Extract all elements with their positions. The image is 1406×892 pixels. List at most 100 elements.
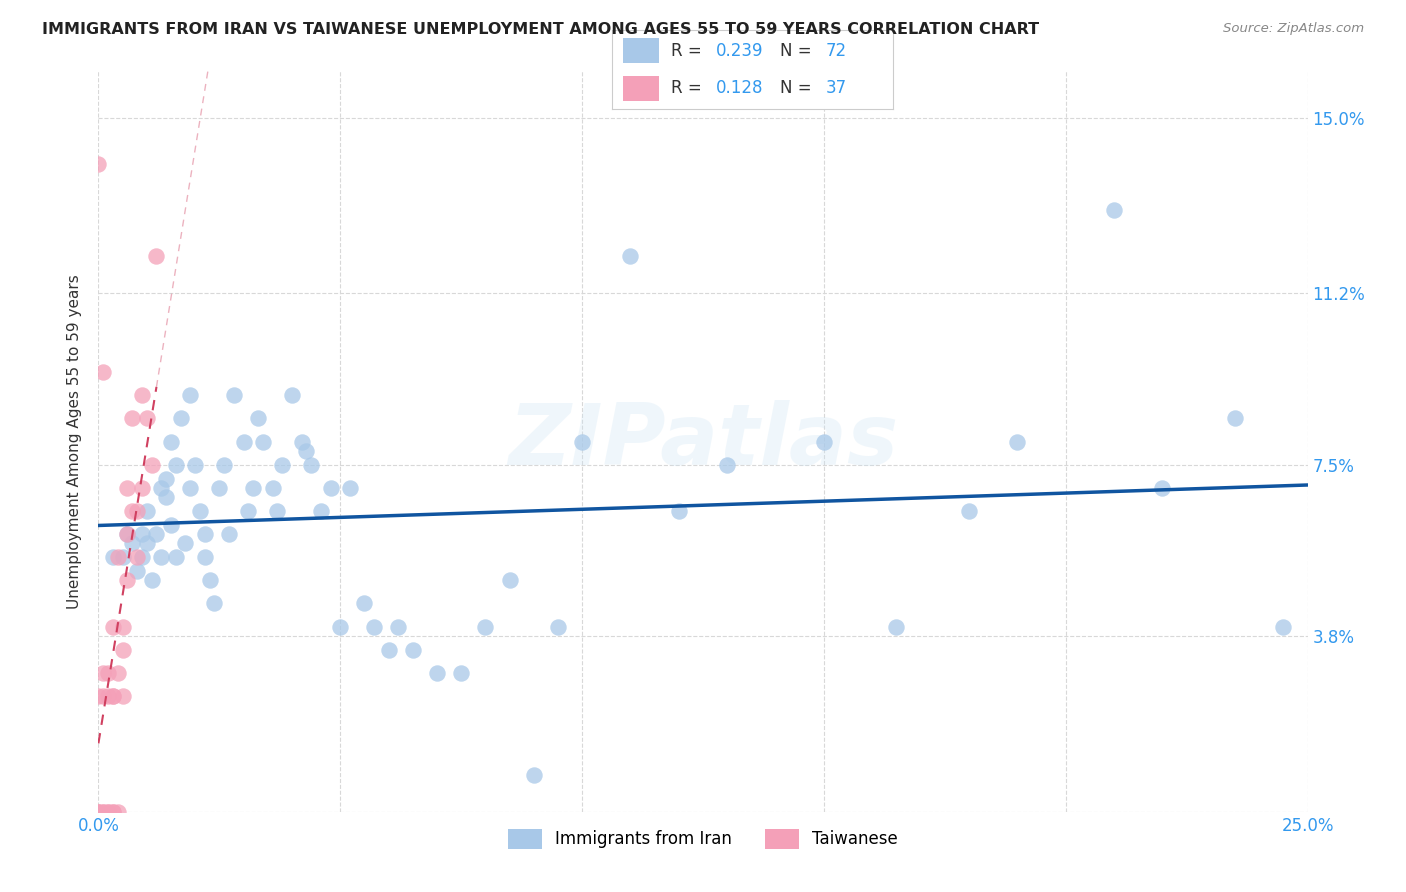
Point — [716, 458, 738, 472]
Point — [121, 536, 143, 550]
Point — [450, 665, 472, 680]
Point — [299, 458, 322, 472]
Point — [150, 550, 173, 565]
Point — [523, 767, 546, 781]
Point — [619, 250, 641, 264]
Point — [111, 642, 134, 657]
Point — [117, 574, 139, 588]
Point — [87, 157, 110, 171]
Point — [135, 504, 157, 518]
Point — [319, 481, 342, 495]
Point — [160, 434, 183, 449]
Point — [87, 805, 110, 819]
Point — [101, 805, 124, 819]
Point — [141, 574, 163, 588]
Text: 72: 72 — [825, 42, 846, 60]
Point — [1272, 619, 1295, 633]
Point — [813, 434, 835, 449]
Point — [1007, 434, 1029, 449]
Point — [218, 527, 240, 541]
FancyBboxPatch shape — [623, 38, 659, 63]
Point — [160, 517, 183, 532]
Point — [111, 619, 134, 633]
Point — [101, 619, 124, 633]
Point — [117, 527, 139, 541]
Point — [127, 504, 149, 518]
Point — [353, 597, 375, 611]
Text: IMMIGRANTS FROM IRAN VS TAIWANESE UNEMPLOYMENT AMONG AGES 55 TO 59 YEARS CORRELA: IMMIGRANTS FROM IRAN VS TAIWANESE UNEMPL… — [42, 22, 1039, 37]
Point — [97, 665, 120, 680]
Point — [295, 443, 318, 458]
Point — [290, 434, 312, 449]
Point — [91, 805, 114, 819]
Point — [426, 665, 449, 680]
Point — [131, 388, 153, 402]
Point — [363, 619, 385, 633]
Point — [87, 805, 110, 819]
Point — [107, 550, 129, 565]
Text: R =: R = — [671, 79, 707, 97]
Point — [145, 527, 167, 541]
Point — [131, 481, 153, 495]
Point — [121, 411, 143, 425]
Point — [184, 458, 207, 472]
Point — [498, 574, 520, 588]
Y-axis label: Unemployment Among Ages 55 to 59 years: Unemployment Among Ages 55 to 59 years — [67, 274, 83, 609]
Point — [121, 504, 143, 518]
Point — [188, 504, 211, 518]
Point — [329, 619, 352, 633]
Point — [141, 458, 163, 472]
Point — [547, 619, 569, 633]
Point — [668, 504, 690, 518]
Point — [212, 458, 235, 472]
Point — [91, 805, 114, 819]
Point — [1223, 411, 1246, 425]
Point — [247, 411, 270, 425]
Point — [179, 481, 201, 495]
Point — [87, 689, 110, 703]
Point — [238, 504, 260, 518]
Point — [204, 597, 226, 611]
Point — [252, 434, 274, 449]
Point — [165, 458, 187, 472]
Text: 0.128: 0.128 — [716, 79, 763, 97]
Point — [309, 504, 332, 518]
Point — [281, 388, 304, 402]
Point — [339, 481, 361, 495]
Point — [165, 550, 187, 565]
Point — [101, 689, 124, 703]
Point — [117, 527, 139, 541]
Point — [91, 665, 114, 680]
Point — [97, 805, 120, 819]
Point — [194, 550, 217, 565]
Point — [131, 550, 153, 565]
Point — [886, 619, 908, 633]
Point — [402, 642, 425, 657]
Point — [377, 642, 399, 657]
Point — [97, 805, 120, 819]
Point — [387, 619, 409, 633]
Text: 0.239: 0.239 — [716, 42, 763, 60]
Point — [101, 550, 124, 565]
Point — [194, 527, 217, 541]
Point — [208, 481, 231, 495]
Text: 37: 37 — [825, 79, 846, 97]
Point — [127, 550, 149, 565]
Point — [135, 411, 157, 425]
Point — [957, 504, 980, 518]
Point — [174, 536, 197, 550]
Point — [198, 574, 221, 588]
Point — [111, 550, 134, 565]
Point — [155, 490, 177, 504]
Point — [222, 388, 245, 402]
Point — [179, 388, 201, 402]
Point — [145, 250, 167, 264]
Point — [131, 527, 153, 541]
Point — [571, 434, 593, 449]
Point — [107, 805, 129, 819]
Text: N =: N = — [780, 79, 817, 97]
Point — [169, 411, 191, 425]
Point — [474, 619, 496, 633]
Point — [91, 365, 114, 379]
Point — [107, 665, 129, 680]
